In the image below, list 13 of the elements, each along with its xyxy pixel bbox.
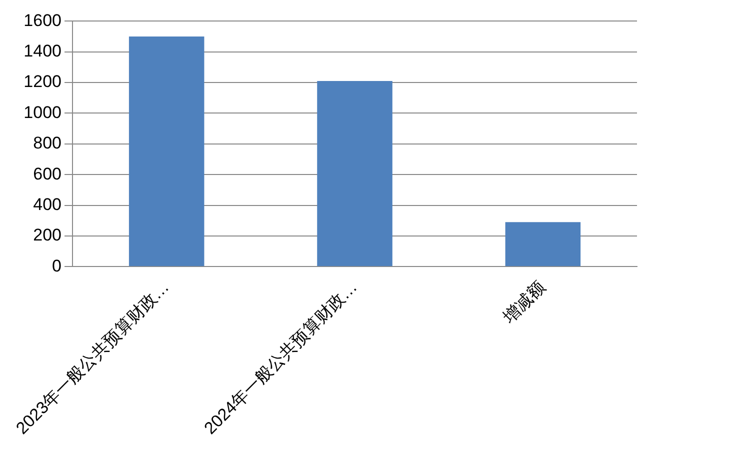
y-tick-label: 400: [33, 194, 62, 214]
bar: [128, 36, 204, 266]
y-tick-label: 600: [33, 164, 62, 184]
y-tick-label: 200: [33, 226, 62, 245]
y-tick-label: 1200: [24, 72, 62, 92]
y-tick-label: 800: [33, 134, 62, 153]
bar: [317, 81, 392, 266]
y-tick-label: 1600: [24, 10, 62, 30]
y-tick-label: 0: [52, 256, 62, 276]
y-tick-label: 1000: [24, 102, 62, 122]
x-tick-label: 增减额: [498, 278, 550, 328]
bar: [505, 222, 581, 266]
y-tick-label: 1400: [24, 42, 62, 61]
